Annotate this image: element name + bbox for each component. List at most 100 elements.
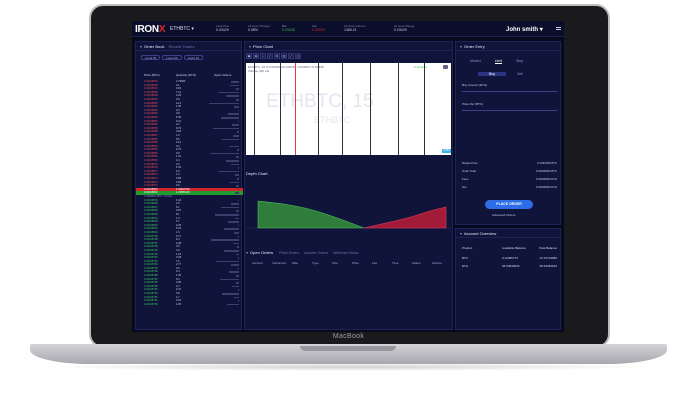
order-book-row[interactable]: 0.03428882 9.8 <box>136 152 243 156</box>
order-book-row[interactable]: 0.03428895 1.55 <box>136 105 243 109</box>
order-book-row[interactable]: 0.03428809 0.44 <box>136 199 243 203</box>
order-book-row[interactable]: 0.03428806 0.87 <box>136 209 243 213</box>
tab-market[interactable]: Market <box>470 59 481 63</box>
order-book-row[interactable]: 0.03428785 2.2 <box>136 285 243 289</box>
order-book-row[interactable]: 0.03428791 2.77 <box>136 263 243 267</box>
price-per-input[interactable] <box>462 106 557 111</box>
order-book-row[interactable]: 0.03428876 1.2 <box>136 173 243 177</box>
chart-tool-icon[interactable]: ▣ <box>246 53 252 59</box>
order-book-row[interactable]: 0.03428875 0.58 <box>136 177 243 181</box>
order-book-row[interactable]: 0.03428886 5.5 <box>136 138 243 142</box>
order-book-row[interactable]: 0.03428887 1.9 <box>136 134 243 138</box>
chart-tool-icon[interactable]: ◫ <box>295 53 301 59</box>
price-chart[interactable]: ETHBTC, 15 ETHBTC ETHBTC, 15 O:0.03429 H… <box>246 63 451 155</box>
order-book-row[interactable]: 0.03428786 0.95 <box>136 281 243 285</box>
level-chip[interactable]: Level 20 <box>162 55 182 60</box>
tab-limit[interactable]: Limit <box>494 59 503 64</box>
order-book-row[interactable]: 0.03428808 2.5 <box>136 202 243 206</box>
order-book-row[interactable]: 0.03428796 0.5 <box>136 245 243 249</box>
order-book-row[interactable]: 0.03428898 4.26 <box>136 94 243 98</box>
order-book-row[interactable]: 0.03428792 7.6 <box>136 260 243 264</box>
buy-toggle[interactable]: Buy <box>478 72 506 76</box>
app-logo[interactable]: IRONX <box>135 24 166 35</box>
chart-tool-icon[interactable]: ▤ <box>253 53 259 59</box>
order-book-row[interactable]: 0.03428885 0.12 <box>136 141 243 145</box>
open-orders-tab[interactable]: Filled Orders <box>279 251 300 255</box>
order-book-row[interactable]: 0.03428840 0.49847064 <box>136 187 243 192</box>
order-book-row[interactable]: 0.03428801 5.02 <box>136 227 243 231</box>
chart-tool-icon[interactable]: ⌁ <box>260 53 266 59</box>
hamburger-icon[interactable] <box>556 27 561 30</box>
advanced-orders-link[interactable]: Advanced Orders <box>492 213 516 217</box>
order-book-row[interactable]: 0.03428892 6.05 <box>136 116 243 120</box>
order-book-row[interactable]: 0.03428897 0.9 <box>136 98 243 102</box>
order-book-row[interactable]: 0.03428810 1.24880103 <box>136 191 243 195</box>
order-book-row[interactable]: 0.03428794 1.15 <box>136 253 243 257</box>
order-book-row[interactable]: 0.03428799 0.71 <box>136 235 243 239</box>
order-book-row[interactable]: 0.03428807 6.1 <box>136 206 243 210</box>
tab-recent-trades[interactable]: Recent Trades <box>168 44 195 49</box>
tab-open-orders[interactable]: Open Orders <box>250 250 274 255</box>
order-book-row[interactable]: 0.03428803 3.7 <box>136 220 243 224</box>
tab-stop[interactable]: Stop <box>516 59 524 63</box>
collapse-icon[interactable]: ▾ <box>460 44 463 49</box>
chart-tool-icon[interactable]: ▥ <box>281 53 287 59</box>
order-book-row[interactable]: 0.03428879 2.6 <box>136 163 243 167</box>
order-book-row[interactable]: 0.03428893 3.8 <box>136 112 243 116</box>
order-book-row[interactable]: 0.03428899 7.12 <box>136 91 243 95</box>
sell-toggle[interactable]: Sell <box>517 72 523 76</box>
chart-tool-icon[interactable]: ƒ <box>267 53 273 59</box>
chart-tool-icon[interactable]: ⤢ <box>288 53 294 59</box>
order-book-row[interactable]: 0.03428798 9.4 <box>136 238 243 242</box>
order-book-row[interactable]: 0.03428902 3.1 <box>136 84 243 88</box>
collapse-icon[interactable]: ▾ <box>249 44 252 49</box>
place-order-button[interactable]: PLACE ORDER <box>485 200 533 209</box>
order-book-row[interactable]: 0.03428784 0.47 <box>136 288 243 292</box>
order-book-row[interactable]: 0.03428788 1.05 <box>136 274 243 278</box>
order-book-row[interactable]: 0.03428780 4.05 <box>136 303 243 307</box>
collapse-icon[interactable]: ▾ <box>460 231 463 236</box>
order-book-row[interactable]: 0.03428881 1.01 <box>136 155 243 159</box>
order-book-row[interactable]: 0.03428891 0.41 <box>136 120 243 124</box>
buy-amount-input[interactable] <box>462 87 557 92</box>
user-menu[interactable]: John smith ▾ <box>506 27 543 33</box>
order-book-row[interactable]: 0.03428873 0.9 <box>136 184 243 188</box>
order-book-row[interactable]: 0.03428880 4.4 <box>136 159 243 163</box>
pair-selector[interactable]: ETHBTC ▾ <box>170 26 194 32</box>
order-book-row[interactable]: 0.03428883 0.75 <box>136 148 243 152</box>
row-quantity: 6.05 <box>176 115 182 119</box>
order-book-row[interactable]: 0.03428901 0.93 <box>136 87 243 91</box>
order-book-row[interactable]: 0.03428795 4.9 <box>136 249 243 253</box>
order-book-row[interactable]: 0.03428782 1.7 <box>136 296 243 300</box>
order-book-row[interactable]: 0.03428793 0.38 <box>136 256 243 260</box>
order-book-row[interactable]: 0.03428802 0.29 <box>136 224 243 228</box>
order-book-row[interactable]: 0.03428789 3.4 <box>136 270 243 274</box>
order-book-row[interactable]: 0.03428889 8.73 <box>136 127 243 131</box>
order-book-row[interactable]: 0.03428790 0.6 <box>136 267 243 271</box>
order-book-row[interactable]: 0.03428878 0.33 <box>136 166 243 170</box>
camera-icon[interactable] <box>443 65 448 69</box>
row-depth-bar <box>238 188 239 191</box>
order-book-row[interactable]: 0.03428787 6.3 <box>136 278 243 282</box>
order-book-row[interactable]: 0.03428890 2.2 <box>136 123 243 127</box>
level-chip[interactable]: Level 10 <box>183 55 204 60</box>
order-book-row[interactable]: 0.03428896 12.4 <box>136 102 243 106</box>
open-orders-tab[interactable]: Inactive Orders <box>304 251 329 255</box>
collapse-icon[interactable]: ▾ <box>246 250 249 255</box>
order-book-row[interactable]: 0.03428797 2.08 <box>136 242 243 246</box>
order-book-row[interactable]: 0.03428781 0.31 <box>136 299 243 303</box>
order-book-row[interactable]: 0.03428903 2.79683 <box>136 80 243 84</box>
chart-tool-icon[interactable]: ⚙ <box>274 53 280 59</box>
order-book-row[interactable]: 0.03428884 3.3 <box>136 145 243 149</box>
order-book-row[interactable]: 0.03428805 8.1 <box>136 213 243 217</box>
order-book-row[interactable]: 0.03428804 1.3 <box>136 217 243 221</box>
order-book-row[interactable]: 0.03428888 0.66 <box>136 130 243 134</box>
collapse-icon[interactable]: ▾ <box>140 44 143 49</box>
order-book-row[interactable]: 0.03428874 3.06 <box>136 181 243 185</box>
order-book-row[interactable]: 0.03428894 0.2 <box>136 109 243 113</box>
order-book-row[interactable]: 0.03428783 5.8 <box>136 292 243 296</box>
order-book-row[interactable]: 0.03428877 6.9 <box>136 170 243 174</box>
open-orders-tab[interactable]: Withdraw Status <box>333 251 359 255</box>
order-book-row[interactable]: 0.03428800 1.6 <box>136 231 243 235</box>
level-chip[interactable]: Level 50 <box>141 55 161 60</box>
